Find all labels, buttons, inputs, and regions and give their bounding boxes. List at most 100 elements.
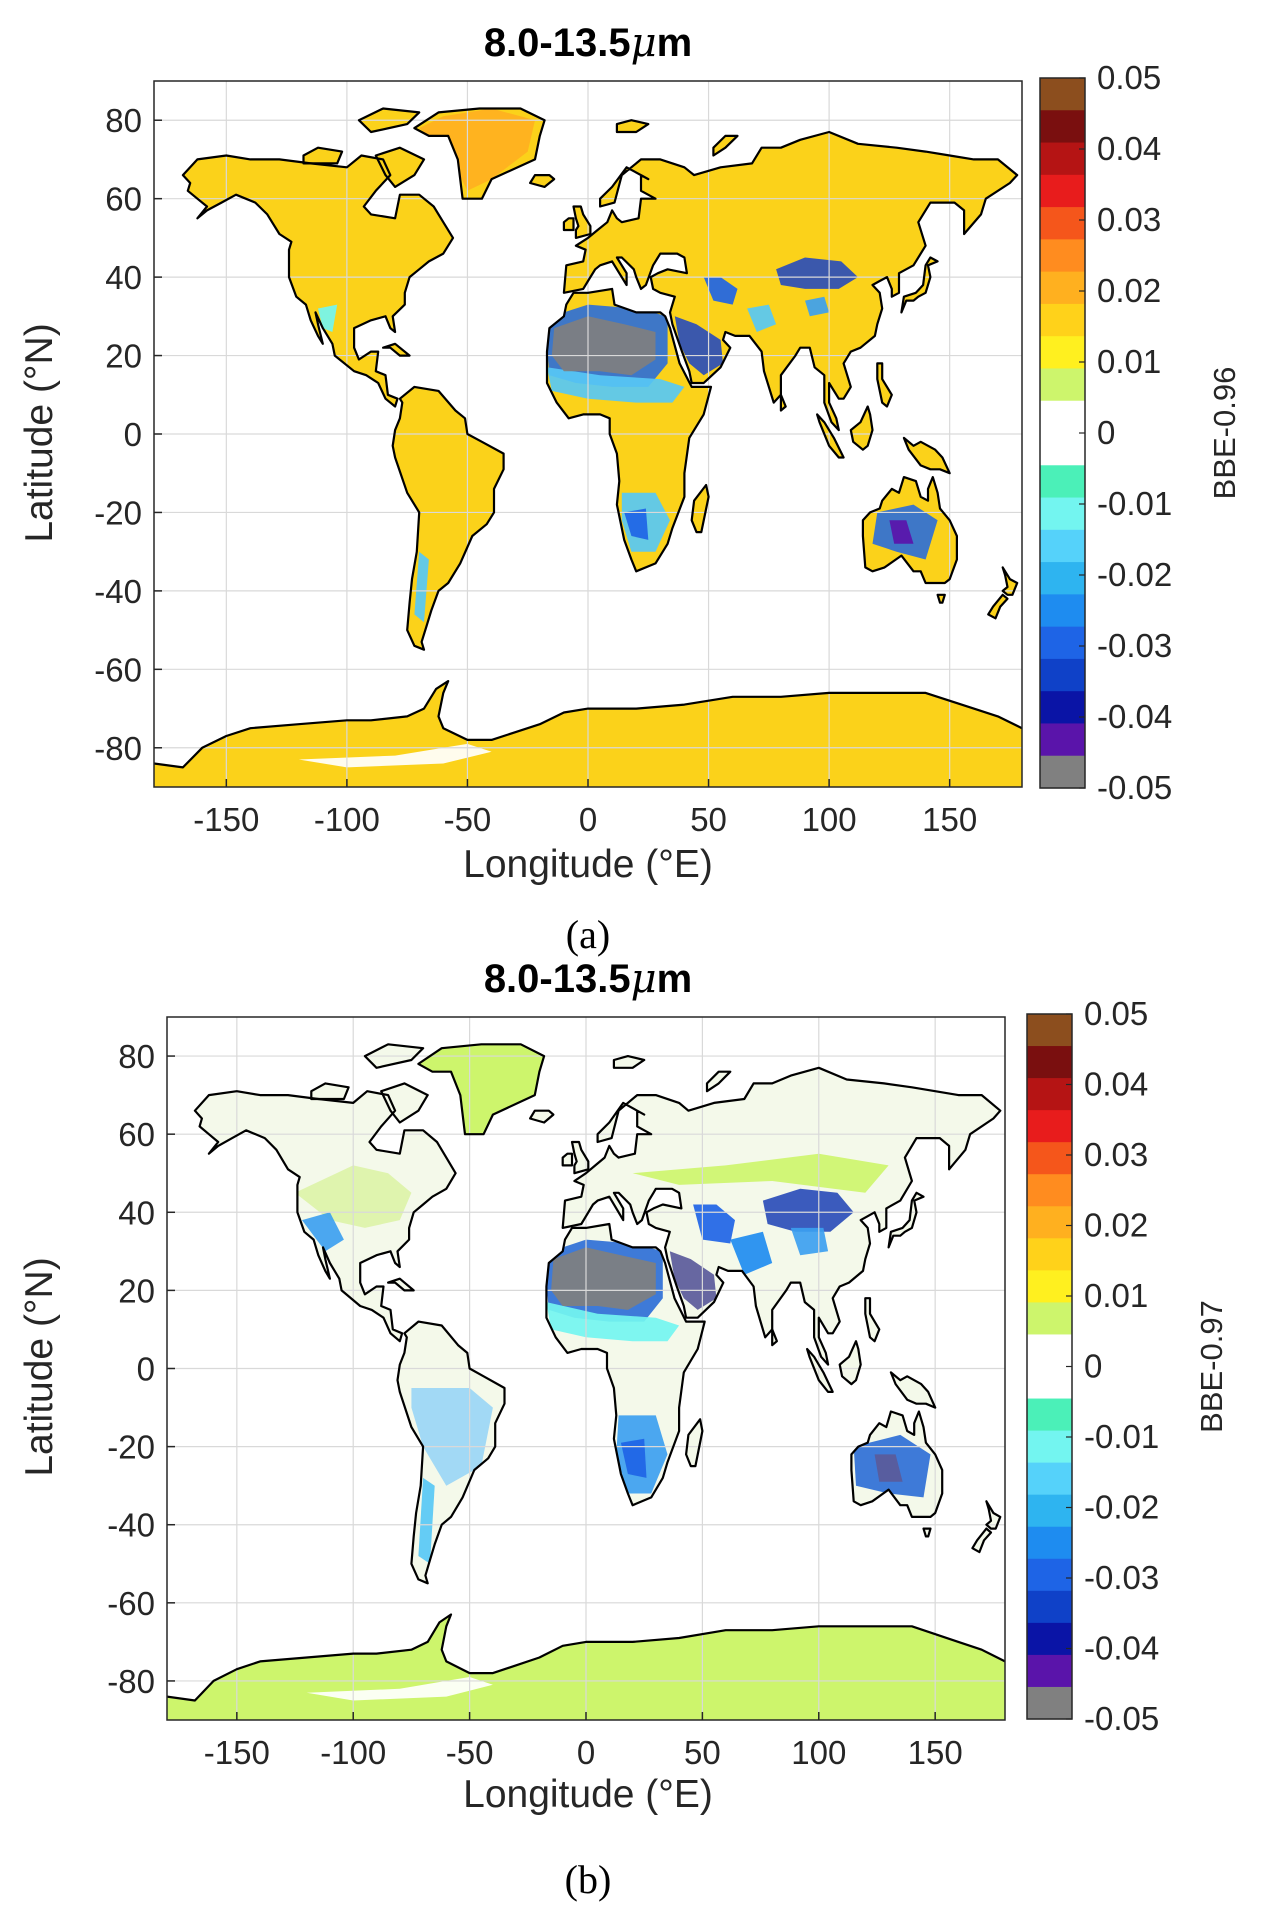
coastline xyxy=(690,483,710,534)
y-axis-label: Latitude (°N) xyxy=(18,323,61,542)
colorbar-segment xyxy=(1040,110,1085,144)
anomaly-region xyxy=(805,296,830,317)
x-tick-label: 0 xyxy=(579,801,597,838)
coastline xyxy=(310,1082,350,1101)
colorbar: 0.05 0.04 0.03 0.02 0.01 0 -0.01 -0.02 -0.03 -0.0… xyxy=(1026,995,1229,1737)
x-tick-label: 150 xyxy=(922,801,977,838)
y-tick-label: 20 xyxy=(118,1272,155,1309)
panel-title: 8.0-13.5μm xyxy=(484,20,692,66)
coastline xyxy=(712,134,739,157)
coastline xyxy=(380,1082,429,1124)
coastline xyxy=(887,1191,925,1249)
colorbar-segment xyxy=(1027,1526,1072,1560)
colorbar-segment xyxy=(1040,400,1085,434)
coastline xyxy=(985,1500,1002,1530)
y-tick-label: 40 xyxy=(105,259,142,296)
colorbar-segment xyxy=(1027,1238,1072,1271)
coastline xyxy=(167,1613,1005,1702)
anomaly-region xyxy=(318,304,338,332)
colorbar-tick-label: -0.02 xyxy=(1084,1489,1159,1526)
colorbar-segment xyxy=(1040,658,1085,692)
x-tick-label: 50 xyxy=(690,801,727,838)
colorbar-tick-label: -0.05 xyxy=(1097,769,1172,806)
anomaly-region xyxy=(693,1204,735,1244)
y-tick-label: 80 xyxy=(118,1038,155,1075)
coastline xyxy=(805,1347,834,1394)
panel-title: 8.0-13.5μm xyxy=(484,956,692,1002)
colorbar-segment xyxy=(1027,1014,1072,1047)
colorbar-segment xyxy=(1040,239,1085,273)
colorbar-tick-label: -0.03 xyxy=(1084,1559,1159,1596)
colorbar-segment xyxy=(1040,594,1085,628)
colorbar-segment xyxy=(1027,1142,1072,1175)
x-tick-label: -150 xyxy=(193,801,259,838)
colorbar-segment xyxy=(1040,303,1085,337)
colorbar-segment xyxy=(1027,1654,1072,1688)
colorbar-tick-label: -0.03 xyxy=(1097,627,1172,664)
y-tick-label: 0 xyxy=(137,1351,155,1388)
coastline xyxy=(417,1043,546,1136)
colorbar-segment xyxy=(1027,1366,1072,1400)
colorbar-tick-label: 0.02 xyxy=(1084,1207,1148,1244)
coastline xyxy=(528,1109,555,1124)
anomaly-region xyxy=(674,316,723,376)
colorbar-tick-label: -0.04 xyxy=(1084,1630,1159,1667)
anomaly-region xyxy=(620,1438,647,1478)
anomaly-region xyxy=(414,551,429,623)
coastline xyxy=(561,1152,574,1167)
coastline xyxy=(850,1410,944,1519)
colorbar-tick-label: -0.01 xyxy=(1084,1418,1159,1455)
anomaly-region xyxy=(762,1188,854,1232)
coastline xyxy=(838,1340,862,1386)
map-panel-b: 8.0-13.5μm -150 -100 -50 0 50 100 150 80 60 40 20 0 -… xyxy=(18,956,1229,1902)
colorbar-tick-label: 0.05 xyxy=(1097,59,1161,96)
land-greenland xyxy=(418,1044,545,1135)
coastline xyxy=(572,205,592,239)
coastline xyxy=(779,393,787,412)
colorbar-tick-label: 0.03 xyxy=(1097,201,1161,238)
coastline xyxy=(528,174,556,188)
land-borneo xyxy=(850,406,873,450)
colorbar-tick-label: 0.04 xyxy=(1084,1066,1148,1103)
colorbar-tick-label: 0.01 xyxy=(1084,1277,1148,1314)
colorbar-segment xyxy=(1027,1590,1072,1624)
coastline xyxy=(902,436,951,475)
coastline xyxy=(864,1297,881,1343)
coastline xyxy=(562,217,575,232)
y-tick-label: -60 xyxy=(94,651,142,688)
anomaly-region xyxy=(411,1388,493,1486)
coastline xyxy=(815,413,845,459)
anomaly-region xyxy=(669,1251,717,1310)
land-newGuinea xyxy=(890,1372,936,1408)
x-tick-label: 100 xyxy=(791,1734,846,1771)
colorbar-segment xyxy=(1040,562,1085,595)
coastline xyxy=(876,362,893,408)
colorbar-segment xyxy=(1027,1430,1072,1464)
land-sumatra xyxy=(817,414,844,458)
x-axis-label: Longitude (°E) xyxy=(463,1773,713,1816)
colorbar-segment xyxy=(1040,142,1085,176)
coastline xyxy=(387,1277,415,1292)
coastline xyxy=(987,593,1009,620)
y-tick-label: -80 xyxy=(107,1663,155,1700)
colorbar-tick-label: -0.05 xyxy=(1084,1700,1159,1737)
coastline xyxy=(357,107,421,134)
map-panel-a: 8.0-13.5μm -150 -100 -50 0 50 100 150 80 60 40 20 0 -… xyxy=(18,20,1242,957)
land-greatBritain xyxy=(572,1142,589,1174)
coastline xyxy=(154,679,1022,769)
land-victoriaIsl xyxy=(303,147,343,164)
panel-label: (a) xyxy=(566,912,610,957)
coastline xyxy=(705,1070,732,1093)
x-tick-label: -100 xyxy=(320,1734,386,1771)
land-borneo xyxy=(839,1341,861,1385)
colorbar-segment xyxy=(1040,465,1085,499)
anomaly-region xyxy=(747,304,777,332)
anomaly-region xyxy=(547,367,685,403)
coastline xyxy=(684,1418,704,1468)
colorbar-segment xyxy=(1040,529,1085,563)
coastline xyxy=(889,1371,937,1409)
anomaly-region xyxy=(624,508,649,540)
anomaly-region xyxy=(551,316,656,376)
y-tick-label: -60 xyxy=(107,1585,155,1622)
coastline xyxy=(382,342,411,357)
